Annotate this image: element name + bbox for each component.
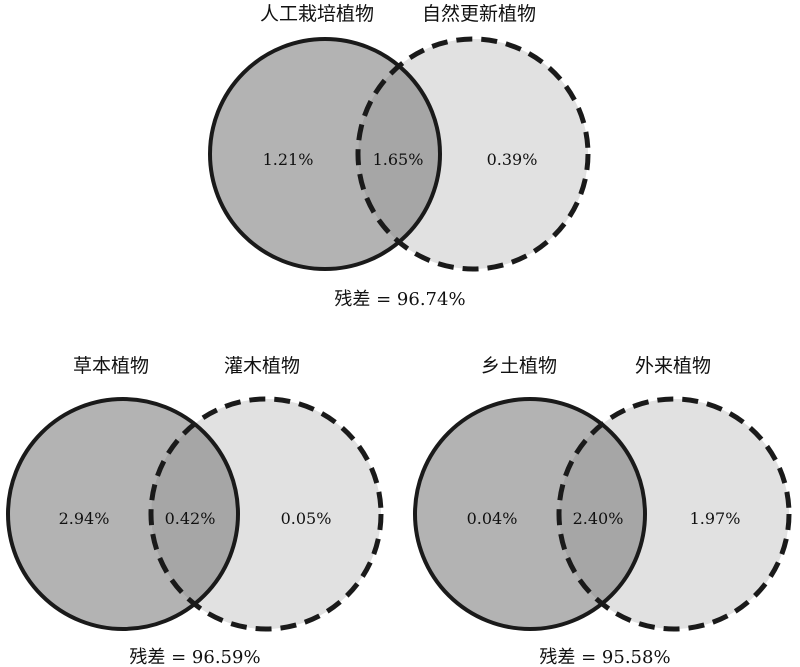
venn-cultivation-source: 人工栽培植物 自然更新植物 1.21% 1.65% 0.39% 残差 = 96.… [208, 3, 591, 310]
overlap-region [358, 39, 440, 269]
left-set-outline [413, 397, 647, 631]
left-set-title: 乡土植物 [481, 355, 557, 377]
left-set-title: 人工栽培植物 [260, 3, 374, 25]
right-set-outline [556, 396, 792, 632]
right-only-value: 0.39% [487, 150, 538, 169]
right-set-title: 灌木植物 [224, 355, 300, 377]
left-set-title: 草本植物 [73, 355, 149, 377]
overlap-region [151, 399, 238, 629]
overlap-region [559, 399, 645, 629]
venn-origin: 乡土植物 外来植物 0.04% 2.40% 1.97% 残差 = 95.58% [413, 355, 792, 667]
right-set-outline [148, 396, 384, 632]
overlap-value: 0.42% [165, 509, 216, 528]
left-only-value: 2.94% [59, 509, 110, 528]
right-set-outline [355, 36, 591, 272]
overlap-value: 1.65% [373, 150, 424, 169]
overlap-value: 2.40% [573, 509, 624, 528]
right-set-title: 自然更新植物 [422, 3, 536, 25]
residual-value: 残差 = 96.74% [334, 289, 465, 310]
residual-value: 残差 = 96.59% [129, 647, 260, 667]
right-only-value: 0.05% [281, 509, 332, 528]
left-only-value: 0.04% [467, 509, 518, 528]
left-set-outline [208, 37, 442, 271]
right-set-title: 外来植物 [635, 355, 711, 377]
venn-growth-form: 草本植物 灌木植物 2.94% 0.42% 0.05% 残差 = 96.59% [6, 355, 384, 667]
residual-value: 残差 = 95.58% [539, 647, 670, 667]
left-set-outline [6, 397, 240, 631]
right-only-value: 1.97% [690, 509, 741, 528]
left-only-value: 1.21% [263, 150, 314, 169]
